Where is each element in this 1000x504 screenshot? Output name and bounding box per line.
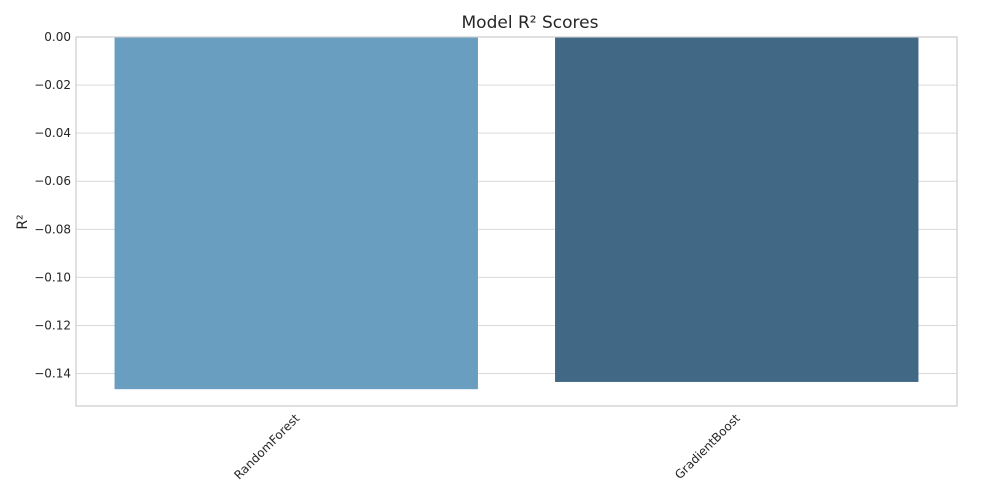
y-tick-label: −0.04 xyxy=(34,126,71,140)
y-tick-label: −0.08 xyxy=(34,222,71,236)
y-tick-label: −0.12 xyxy=(34,318,71,332)
y-tick-label: −0.02 xyxy=(34,78,71,92)
y-axis-ticks: 0.00 −0.02 −0.04 −0.06 −0.08 −0.10 −0.12 −0.14 xyxy=(34,30,71,381)
plot-frame xyxy=(75,36,958,407)
bars xyxy=(114,37,919,390)
chart-title: Model R² Scores xyxy=(462,13,599,33)
bar-gradientboost xyxy=(555,37,919,382)
x-tick-label: RandomForest xyxy=(231,411,302,482)
y-tick-label: −0.14 xyxy=(34,367,71,381)
bar-randomforest xyxy=(114,37,478,390)
y-tick-label: 0.00 xyxy=(44,30,71,44)
y-tick-label: −0.06 xyxy=(34,174,71,188)
y-tick-label: −0.10 xyxy=(34,270,71,284)
x-axis-ticks: RandomForest GradientBoost xyxy=(231,411,743,482)
x-tick-label: GradientBoost xyxy=(672,411,743,482)
y-axis-label: R² xyxy=(15,214,31,229)
